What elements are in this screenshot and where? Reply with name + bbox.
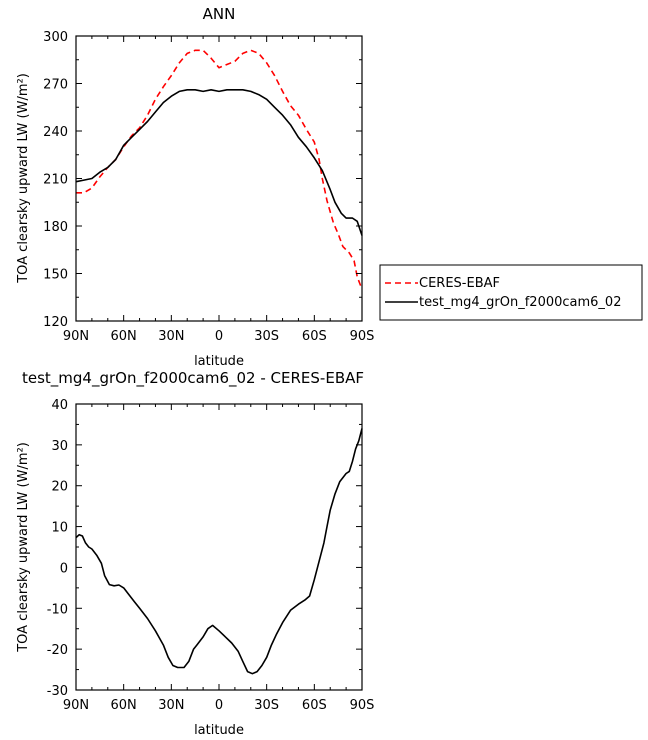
legend-label-test-run: test_mg4_grOn_f2000cam6_02 — [419, 295, 621, 310]
panel1-y-tick-label: 0 — [60, 561, 68, 576]
panel1-y-tick-label: 10 — [51, 521, 68, 536]
panel0-x-tick-label: 30S — [254, 329, 279, 344]
panel1-x-tick-label: 60N — [111, 698, 137, 713]
bottom-panel-title: test_mg4_grOn_f2000cam6_02 - CERES-EBAF — [22, 369, 364, 388]
top-panel-series-group — [75, 49, 363, 290]
panel0-series-line-1 — [75, 89, 363, 236]
panel0-y-tick-label: 180 — [43, 220, 68, 235]
legend-label-ceres-ebaf: CERES-EBAF — [419, 276, 500, 291]
panel0-x-tick-label: 60S — [302, 329, 327, 344]
panel1-x-tick-label: 30S — [254, 698, 279, 713]
panel1-y-tick-label: 40 — [51, 398, 68, 413]
panel1-y-tick-label: 20 — [51, 480, 68, 495]
panel1-x-tick-label: 0 — [215, 698, 223, 713]
legend-box — [379, 264, 643, 321]
bottom-panel-x-axis-label: latitude — [194, 723, 244, 738]
panel1-x-tick-label: 60S — [302, 698, 327, 713]
top-panel-title: ANN — [203, 5, 236, 23]
panel0-y-tick-label: 240 — [43, 125, 68, 140]
panel1-x-tick-label: 90S — [350, 698, 375, 713]
panel0-y-tick-label: 270 — [43, 78, 68, 93]
top-panel-x-axis-label: latitude — [194, 354, 244, 369]
panel1-x-tick-label: 30N — [158, 698, 184, 713]
panel0-series-line-0 — [76, 49, 363, 290]
panel1-y-tick-label: -30 — [47, 684, 68, 699]
panel1-y-tick-label: -20 — [47, 643, 68, 658]
top-panel: ANN 90N 60N 30N 0 30S 60S 90S 300 270 240 210 180 15… — [16, 5, 643, 369]
panel0-x-tick-label: 60N — [111, 329, 137, 344]
panel0-x-tick-label: 30N — [158, 329, 184, 344]
panel0-x-tick-label: 90N — [63, 329, 89, 344]
panel1-y-tick-label: -10 — [47, 602, 68, 617]
bottom-panel-plot-frame — [75, 403, 363, 691]
panel0-y-tick-label: 210 — [43, 173, 68, 188]
top-panel-y-axis-label: TOA clearsky upward LW (W/m²) — [16, 73, 31, 284]
top-panel-plot-frame — [75, 35, 363, 322]
panel1-x-tick-label: 90N — [63, 698, 89, 713]
panel0-y-tick-label: 300 — [43, 30, 68, 45]
panel1-series-line-0 — [75, 428, 363, 675]
panel0-y-tick-label: 120 — [43, 315, 68, 330]
bottom-panel: test_mg4_grOn_f2000cam6_02 - CERES-EBAF … — [16, 369, 374, 738]
panel0-x-tick-label: 0 — [215, 329, 223, 344]
legend: CERES-EBAF test_mg4_grOn_f2000cam6_02 — [379, 264, 643, 321]
panel1-y-tick-label: 30 — [51, 439, 68, 454]
bottom-panel-y-axis-label: TOA clearsky upward LW (W/m²) — [16, 442, 31, 653]
bottom-panel-series-group — [75, 428, 363, 675]
panel0-x-tick-label: 90S — [350, 329, 375, 344]
panel0-y-tick-label: 150 — [43, 268, 68, 283]
